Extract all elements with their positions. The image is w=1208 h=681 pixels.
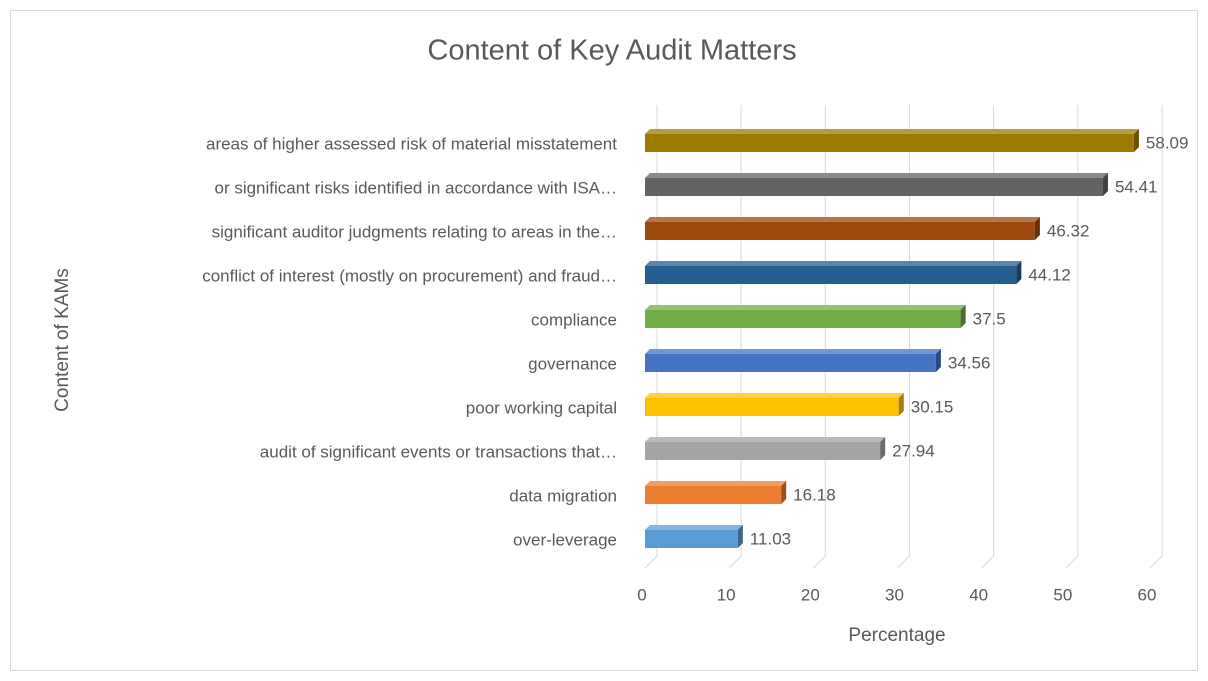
bar-top	[645, 393, 904, 398]
bar	[645, 442, 881, 460]
x-tick-label: 0	[637, 585, 646, 604]
bar	[645, 486, 782, 504]
bar-top-shade	[645, 261, 1022, 266]
bar-side	[898, 393, 904, 416]
y-tick-label: significant auditor judgments relating t…	[212, 222, 617, 241]
x-tick-label: 60	[1138, 585, 1157, 604]
bar	[645, 266, 1017, 284]
bar	[645, 134, 1134, 152]
bar-side-shade	[1016, 261, 1022, 284]
bar	[645, 310, 961, 328]
bar	[645, 222, 1035, 240]
bar-top-shade	[645, 217, 1040, 222]
bar-top	[645, 173, 1108, 178]
bar-top	[645, 349, 941, 354]
y-tick-label: conflict of interest (mostly on procurem…	[202, 266, 617, 285]
bar-side	[781, 481, 787, 504]
bar-top-shade	[645, 173, 1108, 178]
y-tick-label: over-leverage	[513, 530, 617, 549]
bar-side-shade	[1034, 217, 1040, 240]
bar-side-shade	[898, 393, 904, 416]
bar-top-shade	[645, 393, 904, 398]
value-label: 54.41	[1115, 177, 1158, 196]
bar-top-shade	[645, 349, 941, 354]
bar-side	[1034, 217, 1040, 240]
bar-side-shade	[880, 437, 886, 460]
x-tick-label: 30	[885, 585, 904, 604]
grid-line	[644, 105, 658, 569]
value-label: 58.09	[1146, 133, 1189, 152]
value-label: 11.03	[750, 529, 791, 548]
value-label: 37.5	[973, 309, 1006, 328]
y-axis-label: Content of KAMs	[52, 268, 73, 412]
bar-top-shade	[645, 305, 966, 310]
bar-side-shade	[960, 305, 966, 328]
bar-top	[645, 305, 966, 310]
bar-side-shade	[935, 349, 941, 372]
bar	[645, 354, 936, 372]
bar-top	[645, 217, 1040, 222]
bar-top-shade	[645, 525, 743, 530]
chart-title: Content of Key Audit Matters	[427, 35, 796, 67]
bar-side-shade	[1133, 129, 1139, 152]
x-tick-label: 10	[717, 585, 736, 604]
grid-line	[981, 105, 995, 569]
bar-side	[960, 305, 966, 328]
y-tick-label: governance	[528, 354, 617, 373]
bar	[645, 530, 738, 548]
grid-line	[1149, 105, 1163, 569]
grid-line	[728, 105, 742, 569]
y-tick-label: areas of higher assessed risk of materia…	[206, 134, 617, 153]
bar-side	[880, 437, 886, 460]
bar-side	[1016, 261, 1022, 284]
bar-side	[1102, 173, 1108, 196]
bar-top-shade	[645, 481, 787, 486]
y-tick-label: compliance	[531, 310, 617, 329]
bar-top	[645, 481, 787, 486]
bar-side	[935, 349, 941, 372]
bar	[645, 178, 1103, 196]
grid-line	[1065, 105, 1079, 569]
y-tick-label: or significant risks identified in accor…	[214, 178, 617, 197]
bar-side	[1133, 129, 1139, 152]
bar-top	[645, 525, 743, 530]
y-tick-label: audit of significant events or transacti…	[260, 442, 617, 461]
chart-frame	[10, 10, 1198, 671]
bar	[645, 398, 899, 416]
value-label: 30.15	[911, 397, 954, 416]
bar-top	[645, 261, 1022, 266]
grid-line	[812, 105, 826, 569]
x-tick-label: 50	[1053, 585, 1072, 604]
y-tick-label: poor working capital	[466, 398, 617, 417]
bar-top	[645, 129, 1139, 134]
value-label: 27.94	[892, 441, 935, 460]
y-tick-label: data migration	[509, 486, 617, 505]
value-label: 16.18	[793, 485, 836, 504]
x-axis-label: Percentage	[848, 625, 945, 646]
value-label: 46.32	[1047, 221, 1090, 240]
bar-side-shade	[1102, 173, 1108, 196]
x-tick-label: 40	[969, 585, 988, 604]
value-label: 34.56	[948, 353, 991, 372]
bar-side-shade	[737, 525, 743, 548]
x-tick-label: 20	[801, 585, 820, 604]
bar-top-shade	[645, 437, 886, 442]
value-label: 44.12	[1028, 265, 1071, 284]
bar-top-shade	[645, 129, 1139, 134]
bar-side-shade	[781, 481, 787, 504]
bar-side	[737, 525, 743, 548]
grid-line	[897, 105, 910, 569]
bar-top	[645, 437, 886, 442]
